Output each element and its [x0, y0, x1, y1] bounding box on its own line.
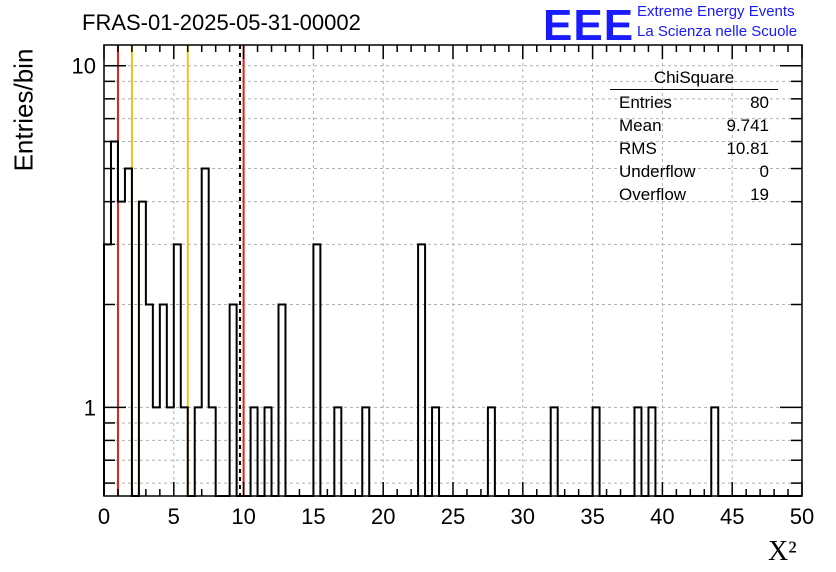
histogram-bin [251, 407, 258, 496]
y-tick-label: 10 [72, 54, 96, 79]
histogram-bin [125, 169, 132, 496]
logo-subtitle-2: La Scienza nelle Scuole [637, 23, 798, 40]
stats-value: 19 [750, 185, 769, 204]
stats-row-overflow: Overflow 19 [610, 183, 778, 206]
y-axis-label: Entries/bin [8, 48, 39, 172]
histogram-bin [593, 407, 600, 496]
stats-value: 80 [750, 93, 769, 112]
eee-logo: EEE [543, 1, 635, 50]
stats-value: 9.741 [726, 116, 769, 135]
stats-label: Overflow [619, 185, 687, 204]
histogram-bin [167, 407, 174, 496]
histogram-bin [488, 407, 495, 496]
histogram-bin [174, 244, 181, 496]
histogram-bin [711, 407, 718, 496]
histogram-bin [209, 407, 216, 496]
histogram-bin [265, 407, 272, 496]
x-tick-label: 35 [580, 504, 604, 529]
stats-label: Entries [619, 93, 672, 112]
histogram-bin [418, 244, 425, 496]
y-tick-label: 1 [84, 395, 96, 420]
histogram-bin [104, 244, 111, 496]
stats-value: 0 [759, 162, 769, 181]
histogram-bin [551, 407, 558, 496]
x-tick-label: 10 [231, 504, 255, 529]
x-tick-label: 45 [720, 504, 744, 529]
stats-box: ChiSquare Entries 80 Mean 9.741 RMS 10.8… [610, 68, 778, 206]
stats-label: Mean [619, 116, 662, 135]
histogram-bin [153, 407, 160, 496]
histogram-bin [230, 304, 237, 496]
stats-title: ChiSquare [610, 68, 778, 90]
histogram-bin [634, 407, 641, 496]
histogram-bin [111, 142, 118, 496]
stats-value: 10.81 [726, 139, 769, 158]
x-tick-label: 30 [511, 504, 535, 529]
x-axis-label: X² [768, 536, 797, 567]
stats-label: RMS [619, 139, 657, 158]
grid [104, 45, 802, 496]
histogram-bin [279, 304, 286, 496]
stats-row-underflow: Underflow 0 [610, 160, 778, 183]
chart-title: FRAS-01-2025-05-31-00002 [82, 10, 361, 35]
stats-row-mean: Mean 9.741 [610, 114, 778, 137]
histogram-bin [313, 244, 320, 496]
x-tick-label: 50 [790, 504, 814, 529]
histogram-bin [139, 202, 146, 496]
histogram-bin [202, 169, 209, 496]
logo-subtitle-1: Extreme Energy Events [637, 3, 795, 20]
histogram-bin [118, 202, 125, 496]
histogram-bin [432, 407, 439, 496]
x-tick-label: 15 [301, 504, 325, 529]
x-tick-label: 25 [441, 504, 465, 529]
histogram-bin [648, 407, 655, 496]
histogram-bin [181, 407, 188, 496]
histogram-bin [146, 304, 153, 496]
x-tick-label: 20 [371, 504, 395, 529]
stats-row-rms: RMS 10.81 [610, 137, 778, 160]
histogram-bin [160, 304, 167, 496]
x-tick-label: 5 [168, 504, 180, 529]
stats-label: Underflow [619, 162, 696, 181]
histogram-bin [334, 407, 341, 496]
histogram-bin [195, 407, 202, 496]
stats-row-entries: Entries 80 [610, 91, 778, 114]
tick-labels: 0 5 10 15 20 25 30 35 40 45 50 1 10 [72, 54, 815, 529]
x-tick-label: 0 [98, 504, 110, 529]
histogram-bin [362, 407, 369, 496]
x-tick-label: 40 [650, 504, 674, 529]
axes [103, 44, 803, 497]
